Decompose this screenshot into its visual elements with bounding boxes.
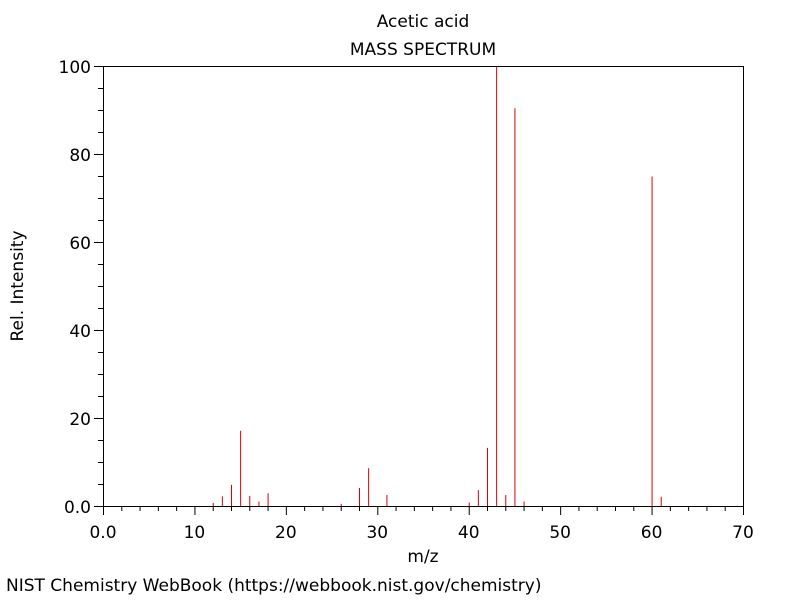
source-credit: NIST Chemistry WebBook (https://webbook.…: [6, 576, 542, 596]
chart-title: MASS SPECTRUM: [350, 40, 496, 60]
x-axis-title: m/z: [407, 547, 438, 567]
x-tick-label: 20: [275, 523, 297, 543]
y-tick-label: 20: [69, 410, 91, 430]
y-tick-label: 60: [69, 234, 91, 254]
y-tick-label: 80: [69, 146, 91, 166]
y-tick-label: 0.0: [64, 498, 91, 518]
x-tick-label: 60: [641, 523, 663, 543]
x-tick-label: 70: [732, 523, 754, 543]
peaks-layer: [212, 66, 662, 506]
axes-layer: 0.0 10 20 30 40 50 60 70 0.0 20 40 60 80 100: [59, 58, 754, 543]
x-tick-label: 40: [458, 523, 480, 543]
y-axis-title: Rel. Intensity: [8, 230, 28, 341]
x-tick-label: 0.0: [89, 523, 116, 543]
x-tick-label: 10: [184, 523, 206, 543]
y-tick-label: 40: [69, 322, 91, 342]
compound-title: Acetic acid: [377, 12, 470, 32]
y-tick-label: 100: [59, 58, 91, 78]
x-tick-label: 50: [549, 523, 571, 543]
plot-frame: [103, 66, 744, 507]
x-tick-label: 30: [366, 523, 388, 543]
